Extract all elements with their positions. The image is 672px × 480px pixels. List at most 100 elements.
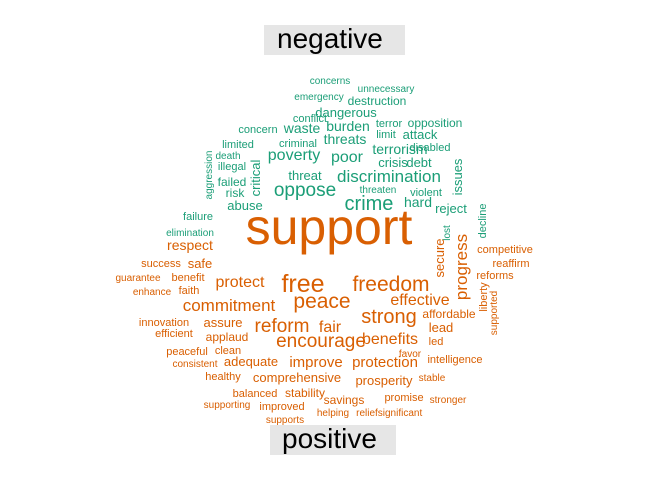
word-positive-progress: progress [452, 234, 471, 300]
word-positive-prosperity: prosperity [355, 373, 413, 388]
word-positive-consistent: consistent [172, 359, 217, 370]
word-negative-death: death [215, 151, 240, 162]
word-positive-guarantee: guarantee [115, 273, 160, 284]
word-positive-strong: strong [361, 306, 417, 328]
word-negative-abuse: abuse [227, 198, 262, 213]
word-negative-failed: failed [218, 175, 247, 189]
word-positive-free: free [281, 270, 324, 298]
word-positive-significant: significant [378, 408, 423, 419]
word-negative-decline: decline [477, 204, 489, 239]
word-negative-crime: crime [345, 193, 394, 215]
word-positive-applaud: applaud [206, 330, 249, 344]
word-positive-stronger: stronger [430, 395, 467, 406]
word-positive-secure: secure [432, 238, 447, 277]
word-positive-stability: stability [285, 386, 325, 400]
word-negative-waste: waste [283, 120, 321, 136]
word-positive-success: success [141, 258, 181, 270]
word-positive-support: support [246, 199, 413, 255]
word-positive-innovation: innovation [139, 317, 189, 329]
word-positive-reaffirm: reaffirm [492, 258, 529, 270]
word-positive-affordable: affordable [422, 307, 475, 321]
word-positive-savings: savings [324, 393, 365, 407]
word-positive-stable: stable [419, 373, 446, 384]
word-negative-critical: critical [248, 159, 263, 196]
word-positive-favor: favor [399, 349, 422, 360]
word-negative-limited: limited [222, 139, 254, 151]
word-negative-hard: hard [404, 194, 432, 210]
word-positive-improve: improve [289, 354, 342, 371]
word-positive-improved: improved [259, 401, 304, 413]
word-negative-terror: terror [376, 118, 403, 130]
word-positive-benefits: benefits [362, 331, 418, 348]
word-positive-freedom: freedom [352, 273, 429, 296]
word-negative-oppose: oppose [274, 180, 336, 201]
word-positive-clean: clean [215, 345, 241, 357]
word-negative-threaten: threaten [360, 185, 397, 196]
word-positive-comprehensive: comprehensive [253, 370, 341, 385]
word-positive-supports: supports [266, 415, 304, 426]
word-negative-risk: risk [226, 186, 246, 200]
word-positive-competitive: competitive [477, 244, 533, 256]
word-negative-threat: threat [288, 168, 322, 183]
word-positive-effective: effective [390, 292, 449, 309]
word-negative-reject: reject [435, 201, 467, 216]
word-positive-lead: lead [429, 320, 454, 335]
word-negative-concerns: concerns [310, 76, 351, 87]
word-negative-terrorism: terrorism [372, 141, 427, 157]
word-negative-destruction: destruction [348, 94, 407, 108]
word-negative-unnecessary: unnecessary [358, 84, 415, 95]
word-negative-failure: failure [183, 211, 213, 223]
word-positive-peaceful: peaceful [166, 346, 208, 358]
word-negative-emergency: emergency [294, 92, 343, 103]
word-positive-enhance: enhance [133, 287, 172, 298]
word-negative-disabled: disabled [410, 142, 451, 154]
word-negative-poverty: poverty [268, 147, 320, 164]
word-negative-dangerous: dangerous [315, 105, 377, 120]
word-positive-supported: supported [489, 291, 500, 335]
word-positive-benefit: benefit [171, 272, 204, 284]
word-positive-efficient: efficient [155, 328, 193, 340]
word-positive-encourage: encourage [276, 331, 366, 352]
negative-group-label: negative [277, 23, 383, 54]
word-positive-relief: relief [356, 408, 378, 419]
word-negative-poor: poor [331, 149, 364, 166]
word-negative-crisis: crisis [378, 155, 408, 170]
word-negative-debt: debt [406, 155, 432, 170]
word-negative-criminal: criminal [279, 138, 317, 150]
word-positive-protection: protection [352, 354, 418, 371]
word-positive-commitment: commitment [183, 296, 276, 315]
word-positive-helping: helping [317, 408, 349, 419]
word-negative-burden: burden [326, 118, 370, 134]
word-positive-healthy: healthy [205, 371, 241, 383]
word-positive-safe: safe [188, 256, 213, 271]
word-negative-concern: concern [238, 124, 277, 136]
word-positive-fair: fair [319, 319, 342, 336]
word-negative-elimination: elimination [166, 228, 214, 239]
word-negative-threats: threats [324, 131, 367, 147]
word-positive-intelligence: intelligence [427, 354, 482, 366]
word-positive-promise: promise [384, 392, 423, 404]
negative-label-box [264, 25, 405, 55]
word-positive-reforms: reforms [476, 270, 514, 282]
word-positive-peace: peace [293, 290, 350, 313]
word-positive-assure: assure [203, 315, 242, 330]
word-negative-issues: issues [450, 158, 465, 195]
word-negative-lost: lost [442, 225, 453, 241]
word-positive-balanced: balanced [233, 388, 278, 400]
word-negative-violent: violent [410, 187, 442, 199]
word-negative-opposition: opposition [408, 116, 463, 130]
positive-group-label: positive [282, 423, 377, 454]
word-positive-protect: protect [216, 274, 265, 291]
word-negative-aggression: aggression [204, 151, 215, 200]
word-positive-faith: faith [179, 285, 200, 297]
word-negative-conflict: conflict [293, 113, 327, 125]
word-negative-discrimination: discrimination [337, 167, 441, 186]
word-positive-supporting: supporting [204, 400, 251, 411]
word-positive-reform: reform [255, 316, 310, 337]
word-negative-limit: limit [376, 129, 396, 141]
word-positive-liberty: liberty [478, 282, 490, 312]
word-positive-respect: respect [167, 237, 213, 253]
positive-label-box [270, 425, 396, 455]
